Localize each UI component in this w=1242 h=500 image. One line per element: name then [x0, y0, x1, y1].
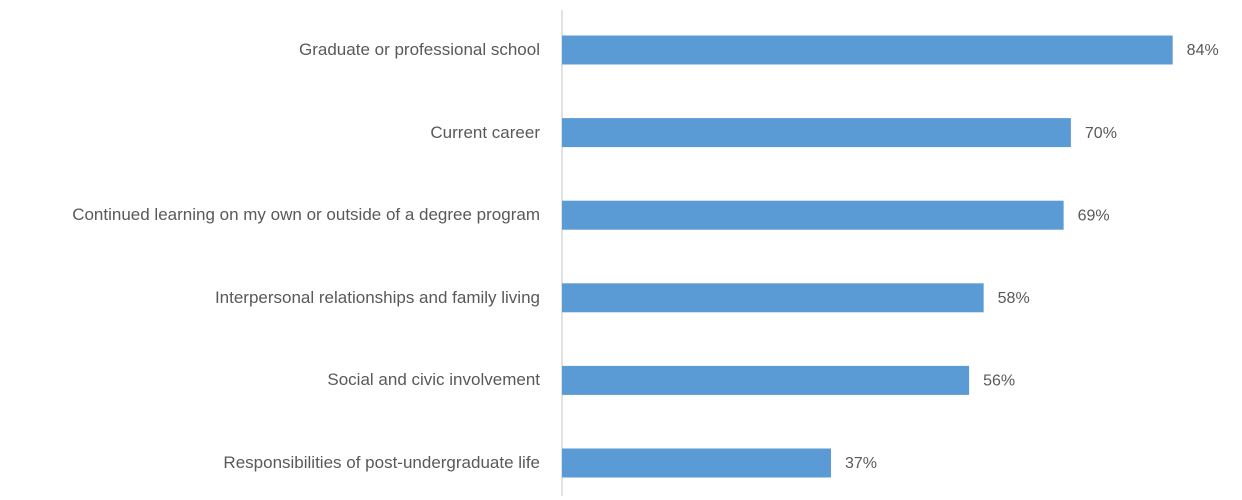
- value-label: 58%: [998, 290, 1030, 307]
- bar: [562, 35, 1173, 65]
- bar: [562, 200, 1064, 230]
- bar: [562, 118, 1071, 148]
- value-label: 70%: [1085, 125, 1117, 142]
- category-label: Current career: [430, 122, 540, 142]
- bar: [562, 365, 970, 395]
- value-label: 69%: [1078, 207, 1110, 224]
- bar: [562, 448, 831, 478]
- category-label: Responsibilities of post-undergraduate l…: [223, 453, 540, 472]
- bar: [562, 283, 984, 313]
- category-label: Graduate or professional school: [299, 40, 540, 59]
- value-label: 37%: [845, 455, 877, 472]
- value-label: 56%: [983, 373, 1015, 390]
- value-label: 84%: [1187, 42, 1219, 59]
- category-label: Social and civic involvement: [327, 370, 540, 390]
- category-label: Continued learning on my own or outside …: [72, 205, 540, 225]
- category-label: Interpersonal relationships and family l…: [214, 287, 540, 307]
